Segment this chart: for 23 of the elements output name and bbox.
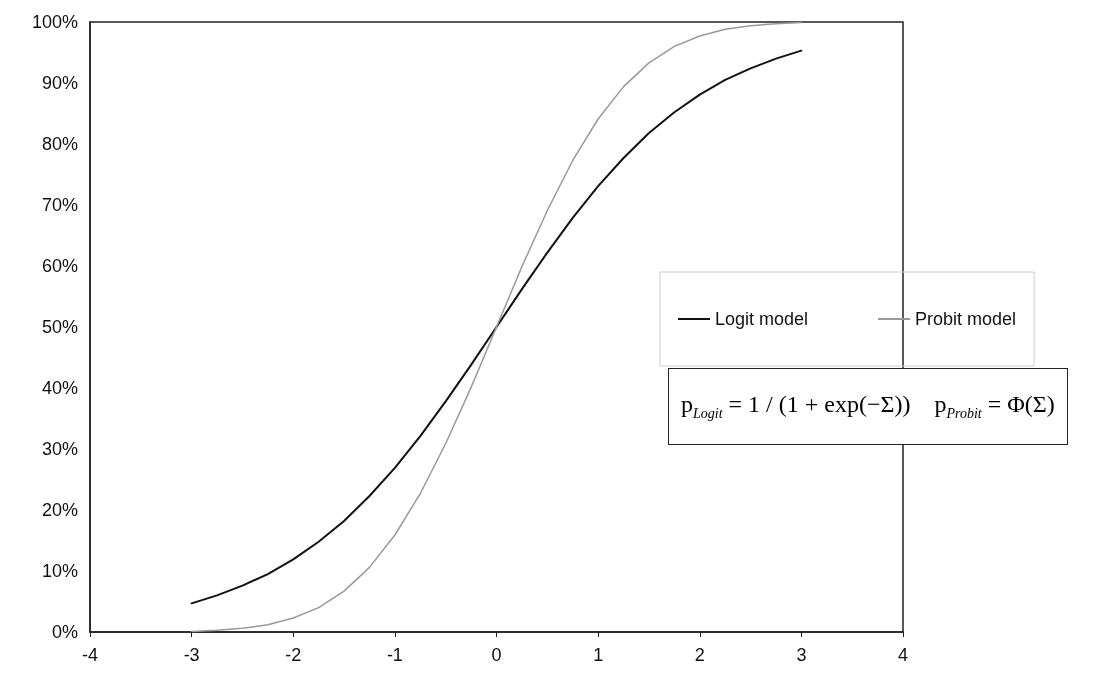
x-tick-label: -4: [81, 645, 99, 665]
x-tick-label: 4: [897, 645, 909, 665]
y-tick-label: 100%: [31, 12, 78, 32]
x-tick-label: 1: [593, 645, 604, 665]
y-tick-label: 90%: [41, 73, 78, 93]
x-tick-label: -1: [386, 645, 403, 665]
legend-label: Probit model: [915, 309, 1017, 329]
y-tick-label: 80%: [41, 134, 78, 154]
y-tick-label: 50%: [41, 317, 78, 337]
y-tick-label: 60%: [41, 256, 78, 276]
x-tick-label: -3: [183, 645, 200, 665]
legend-label: Logit model: [715, 309, 809, 329]
x-tick-label: -2: [285, 645, 302, 665]
x-tick-label: 3: [796, 645, 807, 665]
annotation: p$_{Logit}$ = 1 / (1 + exp(−Σ)) p$_{Probit}$ = Φ(Σ): [668, 368, 1068, 445]
x-tick-label: 0: [491, 645, 502, 665]
y-tick-label: 30%: [41, 439, 78, 459]
y-tick-label: 10%: [41, 561, 78, 581]
y-tick-label: 70%: [41, 195, 78, 215]
y-tick-label: 20%: [41, 500, 78, 520]
y-tick-label: 40%: [41, 378, 78, 398]
y-tick-label: 0%: [51, 622, 78, 642]
x-tick-label: 2: [694, 645, 705, 665]
